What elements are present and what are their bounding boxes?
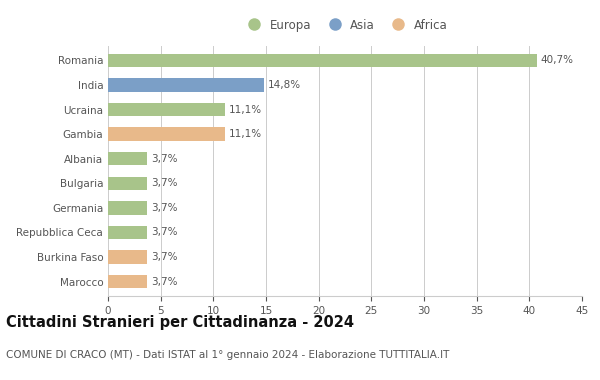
Text: 3,7%: 3,7% xyxy=(151,252,178,262)
Bar xyxy=(108,201,147,215)
Text: 11,1%: 11,1% xyxy=(229,129,262,139)
Bar xyxy=(108,275,147,288)
Legend: Europa, Asia, Africa: Europa, Asia, Africa xyxy=(238,14,452,36)
Text: 3,7%: 3,7% xyxy=(151,154,178,164)
Bar xyxy=(108,152,147,165)
Bar xyxy=(108,103,225,116)
Text: 3,7%: 3,7% xyxy=(151,178,178,188)
Text: 3,7%: 3,7% xyxy=(151,277,178,287)
Bar xyxy=(108,250,147,264)
Text: 40,7%: 40,7% xyxy=(541,55,574,65)
Text: 11,1%: 11,1% xyxy=(229,105,262,114)
Text: COMUNE DI CRACO (MT) - Dati ISTAT al 1° gennaio 2024 - Elaborazione TUTTITALIA.I: COMUNE DI CRACO (MT) - Dati ISTAT al 1° … xyxy=(6,350,449,359)
Text: Cittadini Stranieri per Cittadinanza - 2024: Cittadini Stranieri per Cittadinanza - 2… xyxy=(6,315,354,330)
Bar xyxy=(108,226,147,239)
Text: 3,7%: 3,7% xyxy=(151,228,178,238)
Bar xyxy=(108,127,225,141)
Text: 3,7%: 3,7% xyxy=(151,203,178,213)
Bar xyxy=(108,54,537,67)
Bar xyxy=(108,177,147,190)
Bar xyxy=(108,78,264,92)
Text: 14,8%: 14,8% xyxy=(268,80,301,90)
